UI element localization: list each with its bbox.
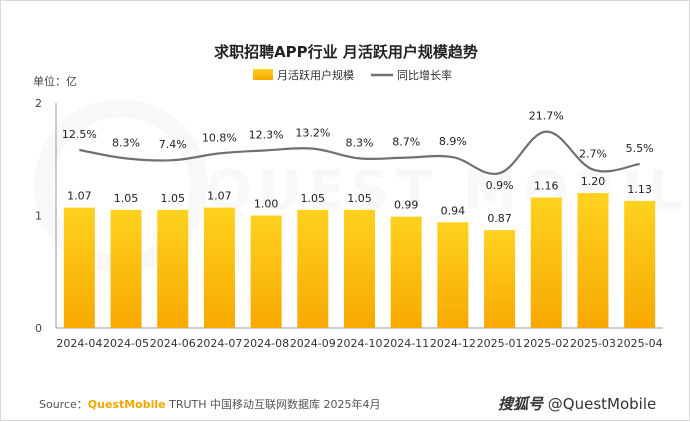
growth-value-label: 13.2% — [295, 127, 330, 140]
watermark-handle: @QuestMobile — [547, 395, 657, 413]
legend-bar-label: 月活跃用户规模 — [277, 68, 354, 82]
growth-value-label: 12.3% — [249, 128, 284, 141]
x-tick-label: 2024-11 — [383, 337, 429, 350]
growth-value-labels: 12.5% 8.3% 7.4% 10.8% 12.3% 13.2% 8.3% 8.7% 8.9%… — [62, 110, 654, 193]
bar — [484, 230, 516, 328]
bar — [250, 215, 282, 328]
bar-value-label: 1.16 — [534, 180, 559, 193]
bar — [437, 222, 469, 328]
y-tick-label: 2 — [35, 97, 42, 110]
watermark-site: 搜狐号 — [498, 395, 544, 413]
bar — [157, 209, 189, 328]
bars — [63, 193, 656, 328]
legend-bar-swatch — [253, 69, 273, 80]
growth-value-label: 21.7% — [529, 110, 564, 123]
legend: 月活跃用户规模 同比增长率 — [253, 68, 452, 82]
y-tick-label: 0 — [35, 322, 42, 335]
growth-value-label: 8.7% — [392, 136, 420, 149]
x-tick-label: 2025-04 — [617, 337, 663, 350]
bar-value-label: 1.00 — [254, 198, 279, 211]
bar-value-label: 1.05 — [347, 192, 372, 205]
bar — [390, 216, 422, 328]
growth-value-label: 0.9% — [486, 179, 514, 192]
bar — [530, 197, 562, 328]
bar-value-label: 1.05 — [301, 192, 326, 205]
x-tick-label: 2024-09 — [290, 337, 336, 350]
growth-value-label: 5.5% — [626, 142, 654, 155]
bar-value-label: 0.87 — [487, 212, 512, 225]
source-prefix: Source： — [39, 398, 88, 411]
bar-value-label: 1.13 — [627, 183, 652, 196]
background-watermark-text: QUEST MOBILE — [206, 159, 690, 222]
x-tick-label: 2024-05 — [103, 337, 149, 350]
bar — [63, 207, 95, 328]
source-text: TRUTH 中国移动互联网数据库 2025年4月 — [165, 398, 381, 411]
x-tick-label: 2024-07 — [196, 337, 242, 350]
x-tick-label: 2024-08 — [243, 337, 289, 350]
growth-value-label: 7.4% — [159, 138, 187, 151]
watermark: 搜狐号 @QuestMobile — [498, 393, 656, 414]
bar — [203, 207, 235, 328]
bar-value-label: 1.07 — [67, 190, 92, 203]
growth-value-label: 8.9% — [439, 135, 467, 148]
growth-value-label: 2.7% — [579, 148, 607, 161]
source-note: Source：QuestMobile TRUTH 中国移动互联网数据库 2025… — [39, 396, 381, 412]
legend-line-label: 同比增长率 — [397, 68, 452, 82]
unit-label: 单位：亿 — [33, 74, 77, 88]
growth-value-label: 10.8% — [202, 131, 237, 144]
bar — [624, 200, 656, 328]
x-tick-label: 2025-01 — [477, 337, 523, 350]
x-tick-label: 2024-06 — [150, 337, 196, 350]
x-tick-label: 2024-12 — [430, 337, 476, 350]
x-tick-label: 2024-04 — [56, 337, 102, 350]
x-tick-labels: 2024-04 2024-05 2024-06 2024-07 2024-08 2024-… — [56, 337, 662, 350]
x-tick-label: 2024-10 — [337, 337, 383, 350]
source-brand: QuestMobile — [87, 398, 166, 411]
growth-value-label: 8.3% — [112, 136, 140, 149]
bar — [344, 209, 375, 328]
bar-value-label: 0.99 — [394, 199, 419, 212]
growth-line-path — [79, 130, 640, 176]
bar — [577, 193, 609, 328]
chart-title: 求职招聘APP行业 月活跃用户规模趋势 — [214, 43, 478, 61]
x-tick-label: 2025-03 — [570, 337, 616, 350]
bar-value-label: 1.20 — [581, 175, 606, 188]
bar-value-label: 0.94 — [441, 204, 466, 217]
bar-value-label: 1.07 — [207, 190, 232, 203]
bar — [110, 209, 142, 328]
growth-value-label: 12.5% — [62, 128, 97, 141]
growth-line — [79, 130, 640, 176]
x-tick-label: 2025-02 — [523, 337, 569, 350]
bar — [297, 209, 329, 328]
bar-value-labels: 1.07 1.05 1.05 1.07 1.00 1.05 1.05 0.99 0.94 0.87… — [67, 175, 652, 225]
bar-value-label: 1.05 — [114, 192, 139, 205]
growth-value-label: 8.3% — [346, 136, 374, 149]
bar-value-label: 1.05 — [160, 192, 185, 205]
y-tick-label: 1 — [35, 210, 42, 223]
